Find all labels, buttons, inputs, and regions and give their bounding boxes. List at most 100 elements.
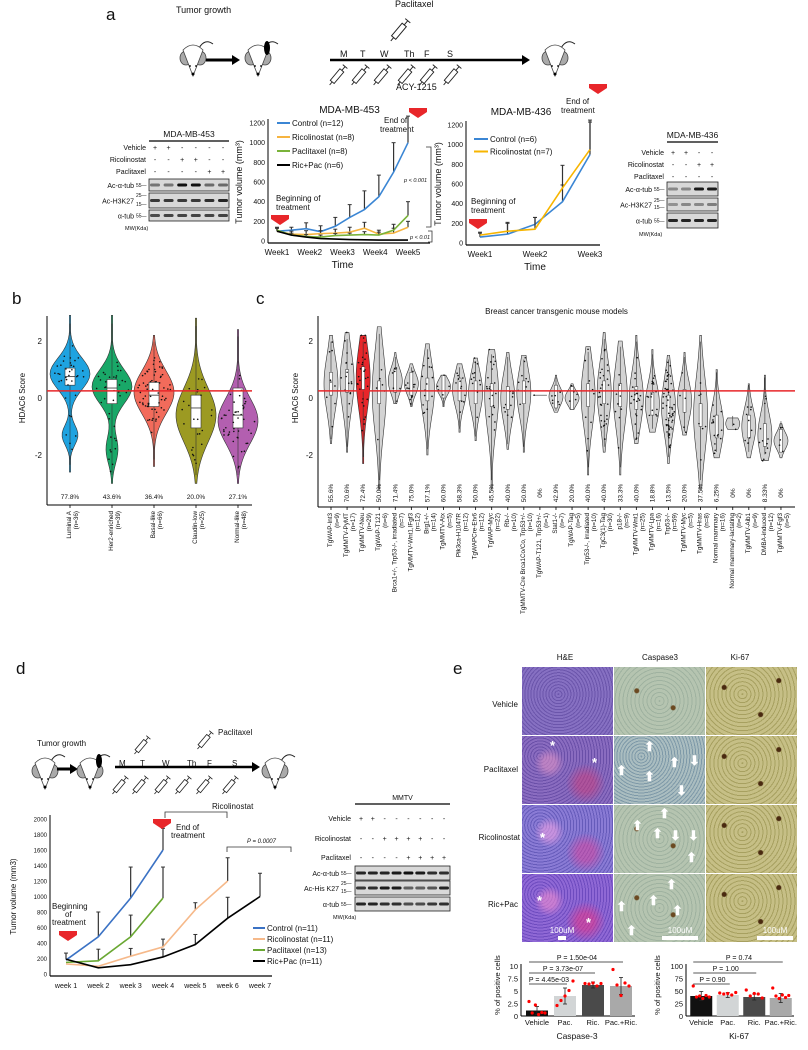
data-point [155,418,157,421]
group-n-label: (n=10) [527,513,534,531]
legend-label: Ric+Pac (n=11) [267,957,322,966]
data-point [459,411,461,413]
data-point [456,372,458,375]
data-point [599,371,602,374]
data-point [631,386,634,388]
data-point [357,375,360,378]
percentage-label: 40.0% [505,484,512,503]
y-tick-label: 5 [514,987,518,996]
syringe-plunger [342,64,348,69]
asterisk-marker: * [586,915,592,930]
treatment-sign: + [418,836,422,843]
molecular-weight-marker: 15— [341,889,352,895]
data-point [555,1003,559,1008]
data-point [361,429,364,432]
data-point [638,399,641,401]
data-point [237,430,240,432]
group-n-label: (n=6) [382,513,389,528]
data-point [149,381,152,383]
data-point [668,425,670,428]
he-vehicle-image [522,667,613,735]
data-point [201,429,204,432]
blot-band [415,871,426,875]
blot-band [707,187,717,191]
data-point [606,418,608,420]
percentage-label: 50.0% [473,484,480,503]
data-point [606,414,608,417]
group-n-label: (n=5) [446,513,453,528]
data-point [331,349,333,352]
data-point [714,443,716,445]
syringe-plunger [456,64,462,69]
series-line [276,230,408,241]
treatment-sign: - [431,816,434,823]
data-point [744,988,748,992]
y-tick-label: 600 [451,182,463,189]
treatment-sign: - [672,162,675,169]
percentage-label: 50.0% [376,484,383,503]
box [473,380,478,404]
treatment-sign: + [167,145,171,152]
data-point [235,411,237,413]
box [682,389,687,413]
data-point [346,331,348,334]
data-point [698,394,700,397]
data-point [669,364,672,367]
data-point [470,378,473,381]
data-point [431,395,433,398]
percentage-label: 18.8% [649,484,656,503]
p-value-label: P = 1.50e-04 [557,955,597,962]
blot-band [150,199,160,202]
treatment-sign: - [195,169,198,176]
data-point [601,357,603,360]
data-point [667,388,669,391]
data-point [567,988,571,993]
data-point [604,438,606,440]
mouse-eye [86,778,88,780]
syringe-needle [397,81,401,86]
data-point [62,360,65,362]
data-point [611,967,615,972]
data-point [108,417,110,420]
data-point [146,383,149,386]
syringe-plunger [233,777,237,782]
group-label: TgWAP-Tag [568,513,575,547]
data-point [422,404,424,406]
blot-band [190,199,201,202]
data-point [118,384,121,386]
data-point [665,424,668,427]
treatment-sign: - [208,157,211,164]
data-point [588,380,591,382]
data-point [492,404,495,407]
treatment-sign: - [685,174,688,181]
data-point [54,372,56,374]
data-point [600,419,603,422]
data-point [671,421,673,423]
group-label: TgMMTV-Neu [359,513,366,553]
mouse-icon [261,754,296,791]
syringe-barrel [112,778,126,794]
treatment-sign: - [711,150,714,157]
data-point [228,409,230,412]
data-point [74,394,77,397]
data-point [614,410,617,413]
molecular-weight-marker: 55— [136,183,147,189]
data-point [196,418,199,421]
data-point [512,392,514,395]
y-tick-label: 800 [451,162,463,169]
x-tick-label: week 6 [216,983,239,990]
data-point [457,378,460,380]
data-point [119,394,121,397]
syringe-plunger [341,66,346,71]
end-treatment-label: End of [566,97,590,106]
data-point [361,361,364,364]
data-point [182,400,185,403]
data-point [242,407,245,410]
panel-label-d: d [16,659,25,678]
x-tick-label: week 1 [54,983,77,990]
data-point [619,993,623,998]
treatment-sign: - [222,145,225,152]
group-n-label: (n=10) [591,513,598,531]
chart-title: Caspase-3 [556,1031,597,1041]
data-point [238,378,241,380]
